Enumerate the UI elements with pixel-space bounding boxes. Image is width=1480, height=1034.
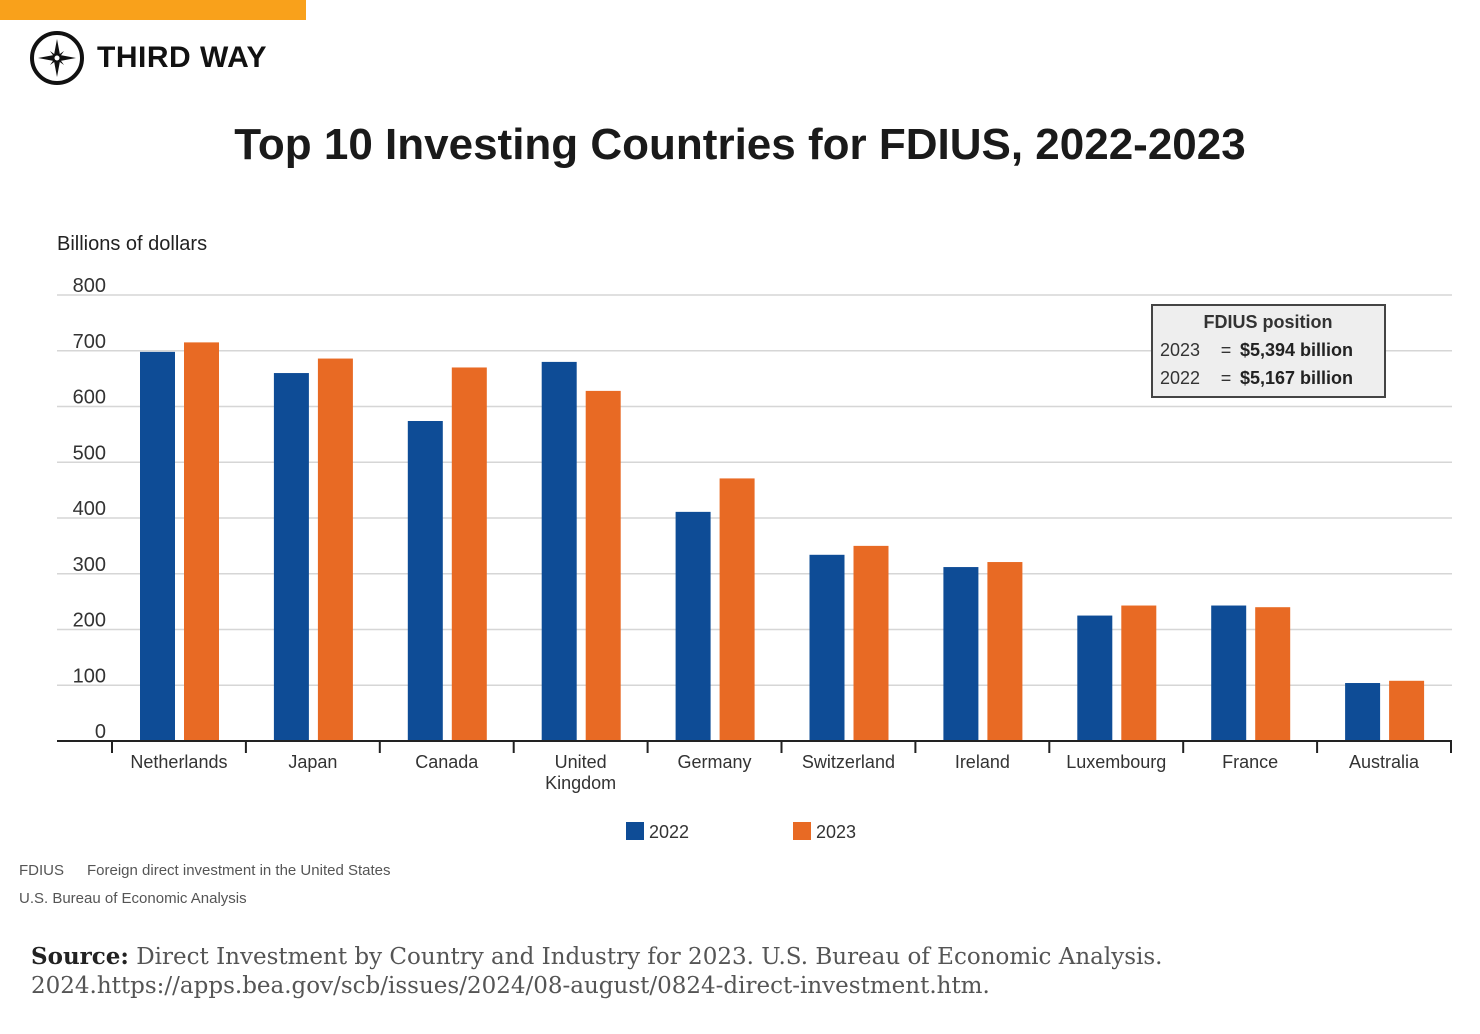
x-tick-label: Netherlands — [130, 752, 227, 772]
annotation-box — [1151, 304, 1386, 398]
y-tick-label: 700 — [73, 331, 106, 353]
y-tick-label: 0 — [95, 721, 106, 743]
y-tick-label: 600 — [73, 387, 106, 409]
brand-name: THIRD WAY — [97, 41, 268, 74]
bar-chart: Billions of dollars 0 100 200 300 400 500 600 70… — [57, 233, 1452, 842]
bar-2022-6 — [943, 567, 979, 741]
x-tick-label: Germany — [678, 752, 752, 772]
source-label: Source: — [31, 943, 129, 970]
agency-note: U.S. Bureau of Economic Analysis — [19, 890, 247, 907]
annotation-title: FDIUS position — [1204, 312, 1333, 332]
bar-2023-2 — [451, 367, 487, 741]
bar-2023-1 — [317, 358, 353, 741]
legend-label-2022: 2022 — [649, 822, 689, 842]
y-axis-label: Billions of dollars — [57, 233, 207, 255]
bar-2023-4 — [719, 478, 755, 741]
bar-2022-1 — [273, 373, 309, 741]
y-tick-label: 300 — [73, 554, 106, 576]
brand-logo[interactable]: THIRD WAY — [29, 30, 267, 86]
bar-2023-3 — [585, 390, 621, 741]
x-tick-label: United Kingdom — [545, 752, 616, 793]
bar-2023-5 — [853, 545, 889, 741]
source-text: Direct Investment by Country and Industr… — [31, 944, 1163, 999]
bar-2022-9 — [1345, 683, 1381, 741]
legend-swatch-2023 — [793, 822, 811, 840]
annotation-year: 2023 — [1160, 340, 1200, 360]
legend-swatch-2022 — [626, 822, 644, 840]
bar-2022-5 — [809, 554, 845, 741]
compass-icon — [30, 31, 84, 85]
x-tick-label: Ireland — [955, 752, 1010, 772]
annotation-value: $5,394 billion — [1240, 340, 1353, 360]
abbreviation: FDIUS — [19, 862, 64, 879]
abbreviation-note: FDIUS Foreign direct investment in the Un… — [19, 862, 391, 879]
y-tick-label: 500 — [73, 442, 106, 464]
bar-2022-3 — [541, 361, 577, 741]
bar-2023-6 — [987, 562, 1023, 741]
bar-2022-7 — [1077, 615, 1113, 741]
x-tick-label: Switzerland — [802, 752, 895, 772]
abbreviation-definition: Foreign direct investment in the United … — [87, 862, 391, 879]
bar-2023-0 — [184, 342, 219, 741]
x-tick-label: France — [1222, 752, 1278, 772]
x-tick-label: Canada — [415, 752, 479, 772]
chart-title: Top 10 Investing Countries for FDIUS, 20… — [234, 120, 1246, 169]
bar-2022-4 — [675, 511, 711, 741]
bar-2022-0 — [140, 351, 175, 741]
bar-2023-9 — [1389, 680, 1425, 741]
bar-2023-8 — [1255, 607, 1291, 741]
x-tick-label: Japan — [288, 752, 337, 772]
annotation-equals: = — [1221, 340, 1232, 360]
bar-2022-2 — [407, 420, 443, 741]
annotation-year: 2022 — [1160, 368, 1200, 388]
x-tick-label: Luxembourg — [1066, 752, 1166, 772]
annotation-value: $5,167 billion — [1240, 368, 1353, 388]
bar-2022-8 — [1211, 605, 1247, 741]
y-tick-label: 800 — [73, 275, 106, 297]
y-tick-label: 200 — [73, 610, 106, 632]
annotation-equals: = — [1221, 368, 1232, 388]
bar-2023-7 — [1121, 605, 1157, 741]
x-tick-label: Australia — [1349, 752, 1420, 772]
source-citation: Source: Direct Investment by Country and… — [31, 942, 1431, 1001]
brand-accent-bar — [0, 0, 306, 20]
y-tick-label: 100 — [73, 665, 106, 687]
legend-label-2023: 2023 — [816, 822, 856, 842]
y-tick-label: 400 — [73, 498, 106, 520]
